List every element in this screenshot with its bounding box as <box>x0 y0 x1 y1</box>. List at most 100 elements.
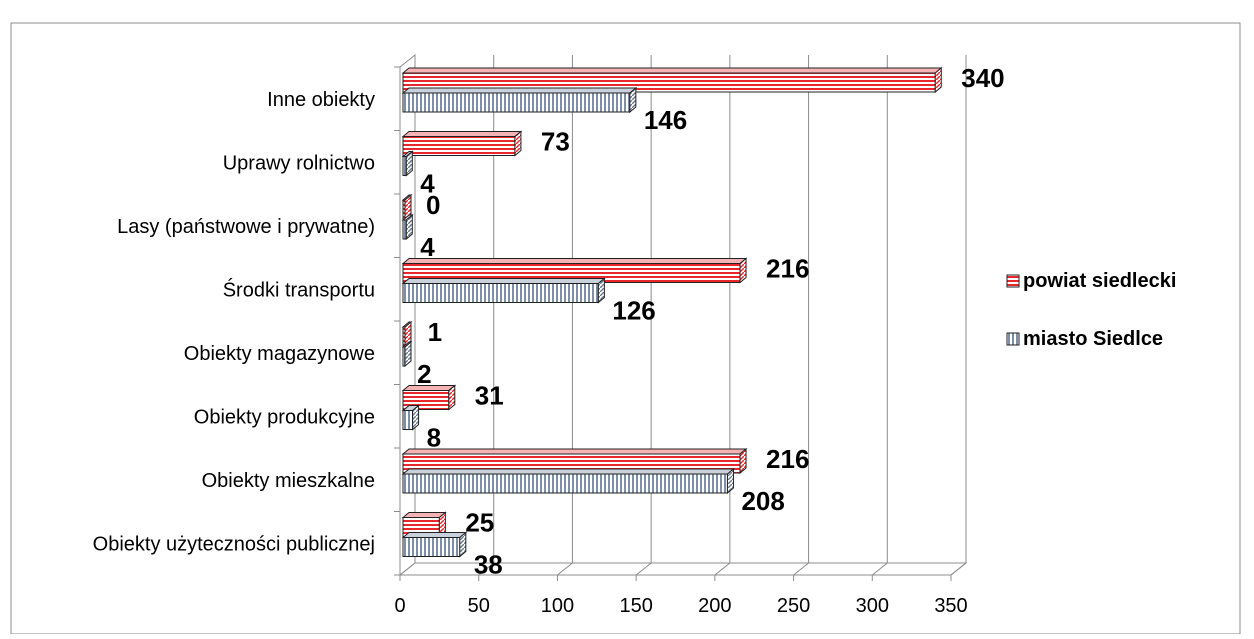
bar-top-face <box>401 131 523 137</box>
data-label: 2 <box>417 359 431 389</box>
bar-side-face <box>739 257 747 284</box>
category-label: Obiekty produkcyjne <box>194 406 375 428</box>
bar-side-face <box>404 340 412 368</box>
category-label: Obiekty magazynowe <box>184 343 375 365</box>
bar-top-face <box>401 512 447 518</box>
x-tick-label: 300 <box>856 595 889 617</box>
bar-front-face <box>402 410 414 430</box>
x-tick-label: 250 <box>777 595 810 617</box>
category-label: Uprawy rolnictwo <box>223 152 375 174</box>
bar-top-face <box>401 448 748 455</box>
bar-miasto-siedlce <box>401 467 735 495</box>
x-tick-label: 0 <box>394 595 405 617</box>
bar-side-face <box>514 130 522 157</box>
data-label: 216 <box>766 444 809 474</box>
gridline <box>399 55 416 576</box>
bar-front-face <box>402 136 516 156</box>
legend-label: powiat siedlecki <box>1023 270 1176 292</box>
category-label: Obiekty mieszkalne <box>202 470 375 492</box>
bar-miasto-siedlce <box>401 404 420 431</box>
bar-top-face <box>401 67 943 74</box>
data-label: 4 <box>420 169 435 199</box>
bars <box>401 66 943 558</box>
legend: powiat siedlecki miasto Siedlce <box>1006 270 1176 350</box>
data-label: 0 <box>426 190 440 220</box>
bar-top-face <box>401 532 468 538</box>
bar-front-face <box>402 537 461 557</box>
data-label: 25 <box>465 508 494 538</box>
x-axis-ticks: 0 50 100 150 200 250 300 350 <box>394 66 968 617</box>
gridline <box>557 55 573 576</box>
bar-side-face <box>404 193 412 221</box>
legend-label: miasto Siedlce <box>1023 328 1163 350</box>
bar-front-face <box>402 283 599 303</box>
bar-side-face <box>448 384 456 411</box>
bar-miasto-siedlce <box>401 277 606 304</box>
bar-powiat-siedlecki <box>401 320 413 348</box>
legend-swatch <box>1006 274 1020 288</box>
legend-swatch <box>1006 332 1020 346</box>
bar-side-face <box>438 511 446 538</box>
bar-powiat-siedlecki <box>401 257 748 284</box>
bar-side-face <box>404 320 412 348</box>
bar-miasto-siedlce <box>401 213 414 241</box>
bar-side-face <box>726 467 734 495</box>
bar-side-face <box>629 86 637 114</box>
bar-top-face <box>401 87 638 94</box>
data-label: 216 <box>766 254 809 284</box>
data-label: 4 <box>420 232 435 262</box>
bar-powiat-siedlecki <box>401 130 523 157</box>
category-labels: Obiekty użyteczności publicznej Obiekty m… <box>93 89 375 556</box>
data-label: 1 <box>428 317 442 347</box>
bar-top-face <box>401 278 606 284</box>
bar-side-face <box>934 66 942 94</box>
bar-side-face <box>739 447 747 475</box>
category-label: Inne obiekty <box>267 89 375 111</box>
gridline <box>478 55 495 576</box>
data-label: 31 <box>475 381 504 411</box>
x-tick-label: 100 <box>541 595 574 617</box>
gridline <box>793 55 810 576</box>
data-label: 38 <box>474 550 503 580</box>
data-label: 340 <box>961 63 1004 93</box>
gridline <box>871 55 888 576</box>
category-label: Środki transportu <box>223 277 375 301</box>
bar-side-face <box>597 277 605 304</box>
gridline <box>714 55 731 576</box>
bar-miasto-siedlce <box>401 531 468 558</box>
bar-powiat-siedlecki <box>401 384 457 411</box>
data-label: 73 <box>541 127 570 157</box>
bar-powiat-siedlecki <box>401 66 943 94</box>
bar-top-face <box>401 468 735 475</box>
bar-powiat-siedlecki <box>401 447 748 475</box>
legend-item: miasto Siedlce <box>1006 328 1163 350</box>
chart-frame <box>10 22 1241 635</box>
bar-powiat-siedlecki <box>401 193 413 221</box>
gridlines <box>399 55 967 576</box>
x-tick-label: 200 <box>698 595 731 617</box>
bar-top-face <box>401 258 748 264</box>
bar-side-face <box>412 404 420 431</box>
legend-item: powiat siedlecki <box>1006 270 1176 292</box>
bar-miasto-siedlce <box>401 150 414 177</box>
data-label: 126 <box>612 296 655 326</box>
gridline <box>635 55 652 576</box>
bar-front-face <box>402 92 631 113</box>
data-label: 8 <box>427 423 441 453</box>
bar-powiat-siedlecki <box>401 511 447 538</box>
bar-side-face <box>459 531 467 558</box>
x-tick-label: 150 <box>619 595 652 617</box>
category-label: Obiekty użyteczności publicznej <box>93 533 375 555</box>
x-tick-label: 350 <box>934 595 967 617</box>
data-label: 146 <box>644 105 687 135</box>
bar-miasto-siedlce <box>401 86 638 114</box>
bar-side-face <box>405 150 413 177</box>
x-tick-label: 50 <box>468 595 490 617</box>
gridline <box>950 55 967 576</box>
bar-front-face <box>402 473 728 494</box>
data-label: 208 <box>741 486 784 516</box>
category-label: Lasy (państwowe i prywatne) <box>117 216 375 238</box>
